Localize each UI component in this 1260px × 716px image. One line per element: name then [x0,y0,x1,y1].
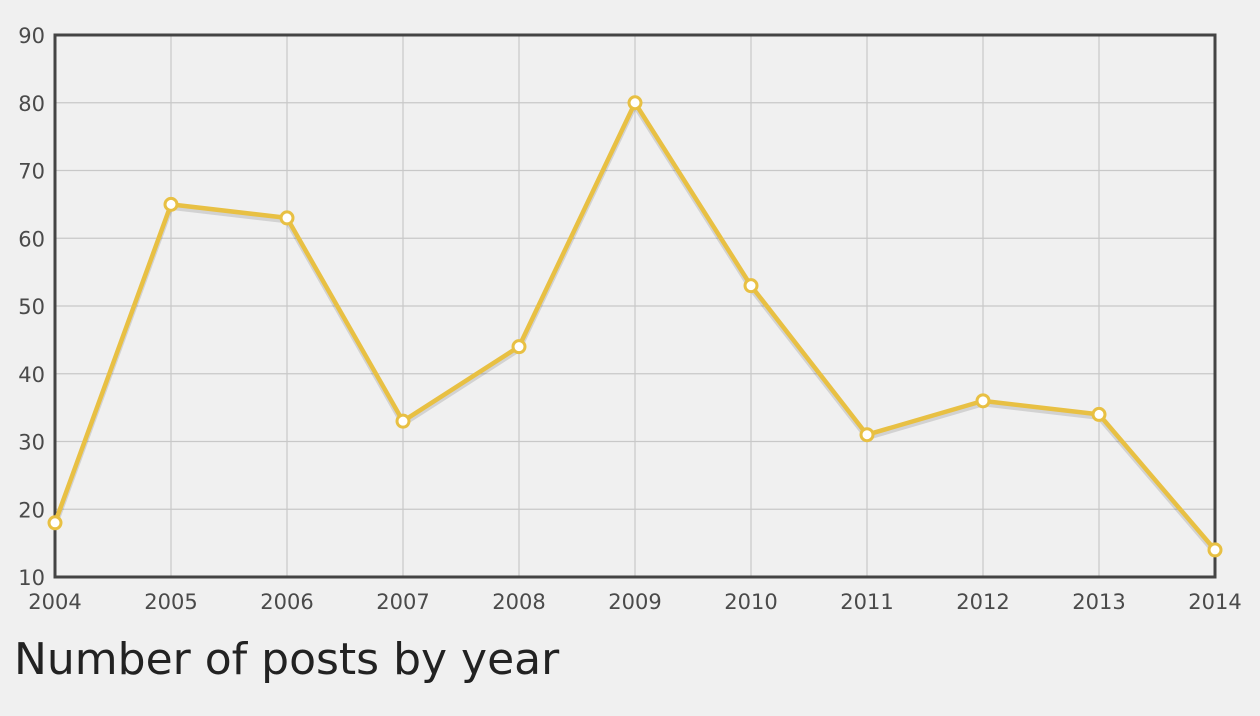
x-tick-label: 2012 [956,590,1009,614]
y-tick-label: 30 [18,431,45,455]
x-tick-label: 2006 [260,590,313,614]
x-tick-label: 2004 [28,590,81,614]
x-tick-label: 2005 [144,590,197,614]
data-point [511,339,527,355]
data-point [163,196,179,212]
x-tick-label: 2013 [1072,590,1125,614]
y-axis: 10 20 30 40 50 60 70 80 90 [18,24,45,590]
x-tick-label: 2014 [1188,590,1241,614]
y-tick-label: 60 [18,227,45,251]
y-tick-label: 10 [18,566,45,590]
x-axis: 2004 2005 2006 2007 2008 2009 2010 2011 2012 2013… [28,590,1241,614]
data-point [859,427,875,443]
y-tick-label: 40 [18,363,45,387]
plot-frame [53,33,1217,579]
data-point [975,393,991,409]
y-tick-label: 90 [18,24,45,48]
y-tick-label: 20 [18,498,45,522]
data-point [743,278,759,294]
series-layer [47,95,1223,558]
data-point [1091,406,1107,422]
x-tick-label: 2009 [608,590,661,614]
x-tick-label: 2010 [724,590,777,614]
y-tick-label: 80 [18,92,45,116]
grid-lines [54,34,1216,578]
data-point [1207,542,1223,558]
y-tick-label: 50 [18,295,45,319]
data-point [627,95,643,111]
x-tick-label: 2008 [492,590,545,614]
x-tick-label: 2011 [840,590,893,614]
data-point [395,413,411,429]
chart-title: Number of posts by year [14,634,560,685]
data-point [279,210,295,226]
x-tick-label: 2007 [376,590,429,614]
y-tick-label: 70 [18,160,45,184]
data-point [47,515,63,531]
